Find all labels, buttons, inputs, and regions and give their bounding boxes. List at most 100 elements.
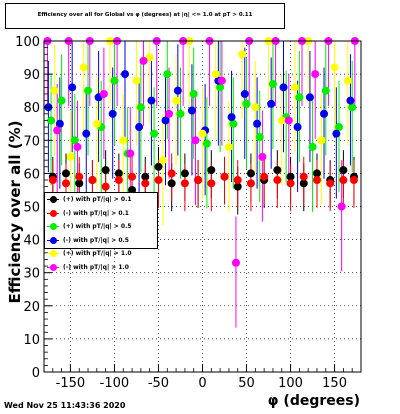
data-point [279,83,288,92]
data-point [286,179,295,188]
data-point [167,179,176,188]
legend-marker [47,209,59,217]
data-point [128,185,137,194]
y-tick-label: 70 [23,134,40,149]
data-point [255,132,264,141]
data-point [121,70,130,79]
data-point [349,176,358,185]
data-point [141,172,150,181]
data-point [141,179,150,188]
data-point [99,89,108,98]
legend-item: (-) with pT/|q| > 0.5 [45,234,157,248]
data-point [246,169,255,178]
legend-item: (-) with pT/|q| > 0.1 [45,207,157,221]
data-point [229,119,238,128]
data-point [290,83,299,92]
data-point [114,176,123,185]
data-point [163,70,172,79]
y-axis-label: Efficiency over all (%) [6,121,24,304]
y-tick-label: 60 [23,167,40,182]
data-point [128,172,137,181]
data-point [321,86,330,95]
data-point [277,116,286,125]
data-point [75,179,84,188]
legend-label: (+) with pT/|q| > 1.0 [63,250,132,258]
data-point [251,103,260,112]
data-point [273,176,282,185]
data-point [173,86,182,95]
data-point [108,109,117,118]
data-point [101,166,110,175]
data-point [154,176,163,185]
data-point [207,179,216,188]
data-point [317,136,326,145]
data-point [57,96,66,105]
data-point [346,96,355,105]
data-point [172,96,181,105]
data-point [158,156,167,165]
error-bars [47,41,356,328]
data-point [50,86,59,95]
legend-marker [47,223,59,231]
y-tick-label: 50 [23,201,40,216]
data-point [147,96,156,105]
data-point [224,142,233,151]
data-point [176,109,185,118]
x-tick-label: -150 [56,376,86,391]
data-point [305,93,314,102]
data-point [135,123,144,132]
data-point [286,172,295,181]
data-point [198,129,207,138]
chart-title: Efficiency over all for Global vs φ (deg… [37,12,253,18]
data-point [220,172,229,181]
data-point [191,136,200,145]
x-tick-label: 150 [322,376,347,391]
legend-label: (+) with pT/|q| > 0.1 [63,196,132,204]
legend-label: (-) with pT/|q| > 0.1 [63,209,129,217]
data-point [47,116,56,125]
legend-item: (+) with pT/|q| > 1.0 [45,247,157,261]
legend-marker [47,263,59,271]
data-point [326,179,335,188]
data-point [53,126,62,135]
data-point [101,182,110,191]
data-point [70,136,79,145]
x-tick-label: 0 [198,376,206,391]
data-point [189,89,198,98]
data-point [332,129,341,138]
data-point [312,169,321,178]
data-point [337,202,346,211]
y-tick-label: 100 [15,35,40,50]
data-point [167,169,176,178]
data-point [79,63,88,72]
data-point [240,89,249,98]
legend: (+) with pT/|q| > 0.1 (-) with pT/|q| > … [44,192,158,271]
data-point [233,176,242,185]
data-point [320,109,329,118]
data-point [312,176,321,185]
data-point [311,70,320,79]
axis-ticks: -150 -100 -50 0 50 100 150 0 10 20 30 40 50 60 70 80 90 1… [15,35,362,391]
data-point [82,129,91,138]
data-point [268,80,277,89]
title-box: Efficiency over all for Global vs φ (deg… [5,3,285,29]
data-point [284,116,293,125]
data-point [66,152,75,161]
legend-item: (-) with pT/|q| > 1.0 [45,261,157,275]
data-point [154,162,163,171]
data-point [334,123,343,132]
legend-item: (+) with pT/|q| > 0.5 [45,220,157,234]
data-point [260,172,269,181]
data-point [145,53,154,62]
x-tick-label: 100 [278,376,303,391]
data-point [165,109,174,118]
x-tick-label: 50 [238,376,255,391]
data-point [233,182,242,191]
data-point [110,76,119,85]
x-axis-label: φ (degrees) [268,393,360,409]
data-point [330,63,339,72]
y-tick-label: 10 [23,333,40,348]
data-point [293,123,302,132]
data-point [211,70,220,79]
data-point [180,179,189,188]
